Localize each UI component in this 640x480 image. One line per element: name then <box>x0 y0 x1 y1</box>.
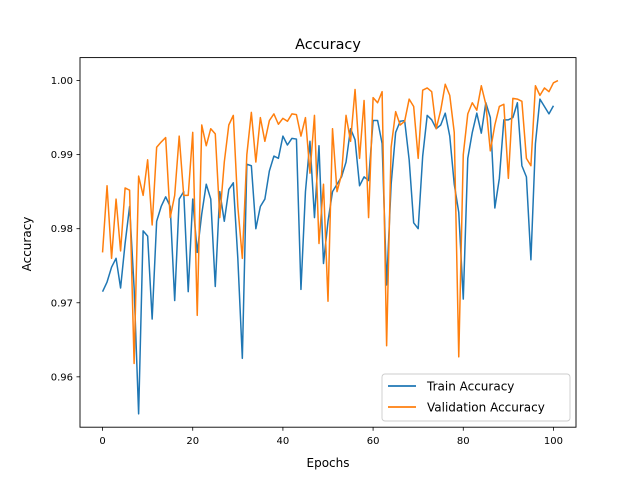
legend-label-train: Train Accuracy <box>426 380 514 394</box>
y-tick-label: 1.00 <box>51 76 73 87</box>
x-tick-label: 20 <box>186 436 199 447</box>
y-tick-label: 0.96 <box>51 372 73 383</box>
y-axis-label: Accuracy <box>20 217 34 272</box>
x-tick-label: 40 <box>277 436 290 447</box>
x-axis-ticks: 0 20 40 60 80 100 <box>99 427 563 447</box>
y-tick-label: 0.98 <box>51 224 73 235</box>
y-tick-label: 0.97 <box>51 298 73 309</box>
x-axis-label: Epochs <box>307 456 350 470</box>
y-axis-ticks: 0.96 0.97 0.98 0.99 1.00 <box>51 76 80 383</box>
y-tick-label: 0.99 <box>51 150 73 161</box>
legend: Train Accuracy Validation Accuracy <box>381 373 571 422</box>
x-tick-label: 80 <box>457 436 470 447</box>
series-lines <box>101 79 559 415</box>
x-tick-label: 60 <box>367 436 380 447</box>
legend-box <box>381 373 571 422</box>
chart-title: Accuracy <box>295 37 361 53</box>
legend-label-validation: Validation Accuracy <box>427 401 545 415</box>
series-line-1 <box>101 79 559 365</box>
plot-frame <box>79 57 577 428</box>
x-tick-label: 0 <box>99 436 105 447</box>
x-tick-label: 100 <box>544 436 563 447</box>
series-line-0 <box>101 98 555 415</box>
